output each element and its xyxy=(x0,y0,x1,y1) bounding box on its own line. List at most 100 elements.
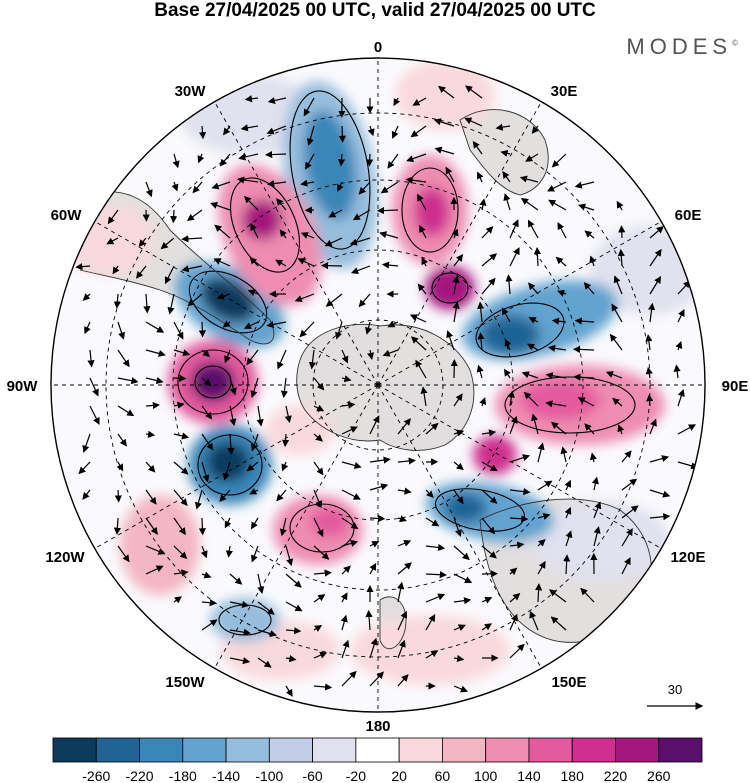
contour-pos-e xyxy=(504,376,636,434)
wind-vector xyxy=(453,624,466,631)
anomaly-light-pink-n xyxy=(395,60,495,130)
wind-vector xyxy=(425,593,446,603)
wind-vector xyxy=(249,256,259,267)
wind-vector xyxy=(187,293,203,307)
wind-vector xyxy=(507,390,515,407)
wind-vector xyxy=(564,479,572,491)
new-zealand-coast xyxy=(379,596,407,650)
wind-vector xyxy=(537,512,551,520)
wind-vector xyxy=(477,301,485,323)
colorbar-label: 100 xyxy=(474,768,498,783)
wind-vector xyxy=(340,592,348,603)
wind-vector xyxy=(349,237,371,246)
wind-vector xyxy=(313,651,328,659)
wind-vector xyxy=(509,643,525,659)
wind-vector xyxy=(445,166,455,183)
colorbar-label: -100 xyxy=(255,768,283,783)
wind-vector xyxy=(117,321,126,340)
wind-vector xyxy=(338,125,346,143)
wind-vector xyxy=(425,571,447,579)
wind-vector xyxy=(503,193,511,211)
anomaly-pos-sw xyxy=(120,495,200,595)
wind-vector xyxy=(313,377,325,391)
wind-vector xyxy=(145,430,156,438)
colorbar-swatch xyxy=(615,737,660,763)
wind-vector xyxy=(410,336,427,351)
wind-vector xyxy=(229,573,243,585)
colorbar-swatch xyxy=(52,737,97,763)
wind-vector xyxy=(593,526,601,547)
wind-vector xyxy=(415,359,427,379)
wind-vector xyxy=(341,461,362,469)
wind-vector xyxy=(409,314,427,323)
wind-vector xyxy=(577,397,595,407)
wind-vector xyxy=(173,349,191,357)
wind-vector xyxy=(523,391,539,407)
wind-vector xyxy=(452,275,460,295)
wind-vector xyxy=(584,230,595,239)
anomaly-pos-e2 xyxy=(473,435,517,475)
wind-vector xyxy=(227,433,235,456)
wind-vector xyxy=(313,461,324,476)
wind-vector xyxy=(267,180,287,188)
wind-vector xyxy=(531,413,539,435)
wind-vector xyxy=(547,344,567,352)
wind-vector xyxy=(369,483,389,491)
wind-vector xyxy=(340,614,348,631)
wind-vector xyxy=(529,610,539,631)
wind-vector xyxy=(617,424,625,435)
wind-vector xyxy=(425,422,439,435)
reference-vector: 30 xyxy=(647,682,704,710)
wind-vector xyxy=(509,567,518,576)
wind-vector xyxy=(325,293,343,307)
wind-vector xyxy=(557,289,567,297)
wind-vector xyxy=(481,489,498,504)
wind-vector xyxy=(214,224,231,239)
wind-vector xyxy=(341,539,359,547)
wind-vector xyxy=(107,209,119,225)
map-title: Base 27/04/2025 00 UTC, valid 27/04/2025… xyxy=(154,0,596,21)
wind-vector xyxy=(419,224,427,239)
wind-vector xyxy=(324,237,343,247)
wind-vector xyxy=(534,583,543,603)
wind-vector xyxy=(78,461,91,475)
wind-vector xyxy=(181,235,203,243)
wind-vector xyxy=(341,349,349,364)
colorbar-swatch xyxy=(182,737,227,763)
wind-vector xyxy=(509,488,531,496)
wind-vector xyxy=(173,569,189,577)
wind-vector xyxy=(526,343,539,351)
colorbar-label: -140 xyxy=(212,768,240,783)
wind-vector xyxy=(87,349,95,368)
wind-vector xyxy=(528,282,539,295)
wind-vector xyxy=(113,293,121,309)
colorbar-label: 140 xyxy=(517,768,541,783)
wind-vector xyxy=(256,405,264,427)
wind-vector xyxy=(173,517,186,536)
wind-vector xyxy=(257,601,275,615)
wind-vector xyxy=(222,125,231,136)
wind-vector xyxy=(201,461,210,483)
wind-vector xyxy=(397,539,412,547)
anomaly-neg-se-core xyxy=(443,493,487,523)
wind-vector xyxy=(112,265,120,275)
wind-vector xyxy=(425,489,434,498)
wind-vector xyxy=(173,596,182,604)
wind-vector xyxy=(369,541,380,548)
wind-vector xyxy=(313,625,323,632)
wind-vector xyxy=(481,226,494,239)
colorbar-swatch xyxy=(658,737,703,763)
wind-vectors xyxy=(75,85,699,697)
wind-vector xyxy=(591,476,599,491)
wind-vector xyxy=(224,349,231,364)
wind-vector xyxy=(279,229,287,239)
wind-vector xyxy=(341,517,359,530)
meridian-line xyxy=(214,384,379,669)
wind-vector xyxy=(397,487,412,495)
wind-vector xyxy=(545,372,567,380)
wind-vector xyxy=(281,461,289,472)
meridian-line xyxy=(94,384,379,549)
wind-vector xyxy=(509,247,520,267)
wind-vector xyxy=(387,153,399,169)
